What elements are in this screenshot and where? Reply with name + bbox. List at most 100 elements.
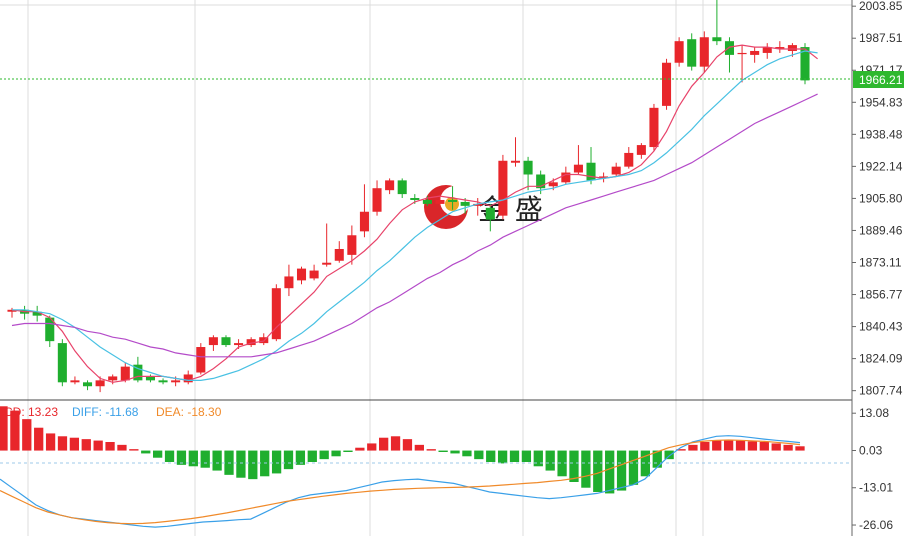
candle-body (687, 39, 697, 67)
macd-bar (688, 444, 698, 451)
macd-bar (0, 406, 8, 451)
macd-bar (605, 450, 615, 494)
macd-bar (640, 450, 650, 477)
macd-bar (153, 450, 163, 458)
macd-bar (545, 450, 555, 471)
candle-body (737, 52, 747, 55)
candle-body (561, 172, 571, 183)
candle-body (385, 180, 395, 191)
macd-bar (331, 450, 341, 457)
candle-body (787, 45, 797, 51)
candle-body (221, 337, 231, 346)
candle-body (510, 160, 521, 163)
candle-body (108, 376, 118, 381)
macd-bar (57, 436, 68, 451)
macd-tick-label: 0.03 (859, 443, 883, 457)
price-tick-label: 1840.43 (859, 320, 903, 334)
candle-body (800, 47, 810, 81)
candle-body (460, 201, 470, 206)
candle-body (397, 180, 407, 195)
candle-body (82, 382, 93, 387)
macd-bar (771, 443, 781, 451)
macd-bar (34, 427, 44, 451)
price-tick-label: 1889.46 (859, 223, 903, 237)
candle-body (296, 268, 307, 281)
candle-body (70, 380, 80, 383)
candle-body (45, 317, 55, 342)
macd-bar (402, 439, 413, 451)
macd-axis: 13.08 0.03 -13.01 -26.06 (852, 406, 893, 532)
macd-bar (450, 450, 460, 454)
candle-body (662, 62, 672, 106)
macd-bar (164, 450, 175, 462)
candle-body (246, 339, 256, 346)
candle-body (95, 380, 105, 387)
macd-bar (117, 444, 127, 451)
macd-bar (676, 449, 686, 451)
macd-lines (0, 435, 801, 528)
candle-body (674, 41, 684, 63)
macd-tick-label: -13.01 (859, 481, 893, 495)
macd-bar (390, 436, 401, 451)
candle-body (724, 41, 735, 55)
macd-bar (497, 450, 508, 464)
macd-bar (747, 441, 758, 451)
macd-bar (283, 450, 294, 470)
price-tick-label: 1824.09 (859, 352, 903, 366)
macd-bar (414, 444, 424, 451)
candle-body (586, 162, 596, 181)
macd-bar (652, 450, 662, 468)
candle-body (536, 174, 546, 189)
candle-body (208, 337, 218, 346)
macd-bar (712, 440, 722, 451)
candle-body (649, 107, 659, 148)
macd-bar (557, 450, 567, 477)
candle-body (259, 337, 269, 344)
macd-bar (10, 410, 20, 451)
candle-body (750, 50, 760, 55)
price-tick-label: 1938.48 (859, 127, 903, 141)
candle-body (548, 182, 558, 187)
current-price-tag (853, 71, 904, 88)
macd-bar (783, 444, 793, 451)
candle-body (359, 211, 369, 232)
macd-bar (521, 450, 532, 462)
ma3-line (11, 93, 818, 358)
macd-bar (176, 450, 187, 465)
macd-bar (593, 450, 603, 492)
candle-body (347, 235, 357, 255)
macd-bar (462, 450, 472, 457)
price-tick-label: 1807.74 (859, 384, 903, 398)
price-tick-label: 1987.51 (859, 31, 903, 45)
macd-bar (307, 450, 317, 462)
macd-bar (93, 440, 103, 451)
candle-body (284, 276, 294, 289)
macd-bar (367, 443, 377, 451)
macd-bar (795, 446, 805, 451)
candle-body (120, 366, 130, 381)
macd-bar (426, 449, 436, 451)
macd-bar (700, 442, 710, 451)
current-price-label: 1966.21 (859, 73, 903, 87)
candle-body (636, 145, 646, 155)
candle-body (171, 380, 181, 383)
price-tick-label: 1954.83 (859, 95, 903, 109)
watermark: 金 盛 (424, 185, 543, 229)
macd-bar (355, 447, 365, 451)
macd-bar (509, 450, 520, 462)
candle-body (410, 198, 420, 200)
candle-body (271, 288, 281, 340)
candles (7, 0, 810, 393)
candle-body (145, 376, 155, 381)
candle-body (435, 199, 445, 204)
candle-body (611, 166, 621, 175)
candle-body (485, 207, 495, 220)
candle-body (473, 203, 483, 206)
diff-line (0, 435, 801, 528)
candle-body (32, 311, 42, 316)
macd-bar (664, 450, 674, 460)
macd-bar (569, 450, 579, 482)
candle-body (624, 152, 634, 167)
macd-bar (616, 450, 627, 491)
